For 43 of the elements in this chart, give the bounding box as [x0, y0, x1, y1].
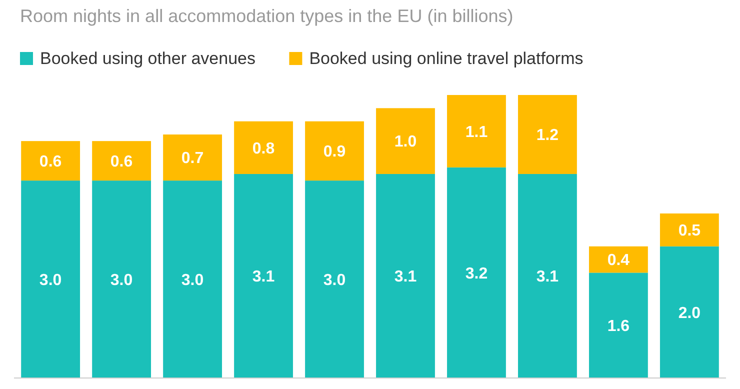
- data-label: 3.0: [323, 272, 346, 289]
- data-label: 3.0: [110, 272, 133, 289]
- data-label: 0.8: [252, 140, 275, 158]
- bar: [92, 180, 152, 378]
- bar: [163, 180, 222, 378]
- bar: [447, 167, 506, 378]
- bar: [21, 180, 80, 378]
- bar: [518, 95, 577, 174]
- bar: [234, 174, 293, 378]
- bar: [660, 246, 719, 378]
- data-label: 0.5: [678, 222, 701, 240]
- bar: [518, 174, 577, 378]
- bar: [447, 95, 506, 168]
- data-label: 3.1: [252, 268, 275, 286]
- bar: [588, 272, 648, 378]
- data-label: 0.7: [181, 150, 204, 168]
- data-label: 3.1: [394, 268, 417, 286]
- bar: [305, 180, 364, 378]
- bar: [376, 108, 435, 174]
- data-label: 2.0: [678, 304, 701, 322]
- bar: [305, 121, 364, 181]
- chart-subtitle: Room nights in all accommodation types in the EU (in billions): [20, 6, 514, 26]
- bar: [660, 213, 719, 246]
- bar: [588, 246, 648, 273]
- data-label: 0.6: [39, 153, 62, 170]
- data-label: 1.0: [394, 134, 417, 151]
- legend-label: Booked using other avenues: [40, 49, 256, 68]
- bar: [234, 121, 293, 174]
- data-label: 3.1: [536, 268, 559, 286]
- data-label: 0.9: [323, 144, 346, 161]
- data-label: 3.2: [465, 265, 488, 282]
- data-label: 1.1: [465, 124, 488, 141]
- bar: [163, 134, 222, 181]
- data-label: 3.0: [181, 272, 204, 289]
- legend-label: Booked using online travel platforms: [309, 49, 584, 68]
- data-label: 0.6: [110, 153, 133, 170]
- bar: [376, 174, 435, 378]
- data-label: 3.0: [39, 272, 62, 289]
- data-label: 1.6: [607, 318, 630, 335]
- bar: [21, 141, 80, 181]
- data-label: 1.2: [536, 127, 559, 144]
- data-label: 0.4: [607, 252, 630, 270]
- bar: [92, 141, 152, 181]
